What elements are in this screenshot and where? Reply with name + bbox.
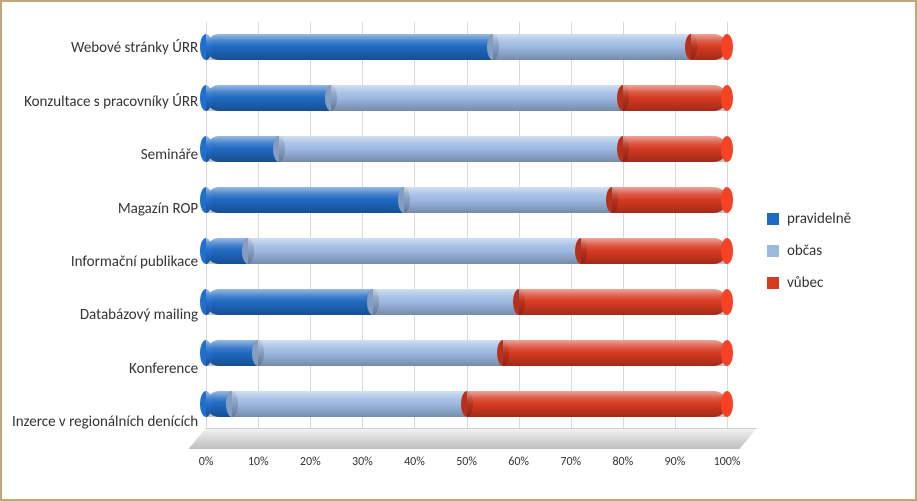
bar-segment-pravidelně [206, 136, 279, 162]
bars-container [206, 22, 727, 429]
category-label: Databázový mailing [80, 307, 198, 324]
bar-segment-občas [493, 34, 691, 60]
category-label: Informační publikace [71, 254, 198, 271]
y-axis-labels: Webové stránky ÚRR Konzultace s pracovník… [12, 22, 206, 489]
legend-label: pravidelně [787, 210, 851, 228]
bar-segment-vůbec [623, 136, 727, 162]
x-tick-label: 50% [456, 455, 477, 469]
bar-segment-občas [331, 85, 623, 111]
category-label: Magazín ROP [118, 201, 198, 218]
x-tick-label: 90% [665, 455, 686, 469]
bar-row [206, 289, 727, 315]
x-tick-label: 80% [612, 455, 633, 469]
x-tick-label: 20% [300, 455, 321, 469]
bar-segment-občas [279, 136, 623, 162]
legend-swatch [767, 277, 779, 289]
bar-segment-pravidelně [206, 187, 404, 213]
x-tick-label: 30% [352, 455, 373, 469]
legend-swatch [767, 213, 779, 225]
bar-segment-občas [404, 187, 612, 213]
bar-row [206, 238, 727, 264]
bar-segment-pravidelně [206, 289, 373, 315]
legend-item: občas [767, 242, 897, 260]
legend-item: pravidelně [767, 210, 897, 228]
category-label: Inzerce v regionálních denících [12, 414, 198, 431]
chart-zone: Webové stránky ÚRR Konzultace s pracovník… [2, 2, 767, 499]
legend-item: vůbec [767, 274, 897, 292]
bar-segment-občas [232, 391, 466, 417]
category-label: Konzultace s pracovníky ÚRR [24, 94, 198, 111]
bar-row [206, 136, 727, 162]
bar-segment-vůbec [691, 34, 727, 60]
bar-segment-občas [258, 340, 503, 366]
bar-row [206, 85, 727, 111]
x-tick-label: 40% [404, 455, 425, 469]
x-tick-label: 70% [560, 455, 581, 469]
bar-segment-pravidelně [206, 34, 492, 60]
x-tick-label: 60% [508, 455, 529, 469]
bar-segment-pravidelně [206, 340, 258, 366]
category-label: Konference [129, 361, 198, 378]
x-axis: 0%10%20%30%40%50%60%70%80%90%100% [206, 449, 757, 489]
bar-segment-vůbec [581, 238, 727, 264]
x-tick-label: 10% [248, 455, 269, 469]
bar-row [206, 187, 727, 213]
legend-label: vůbec [787, 274, 823, 292]
bar-row [206, 340, 727, 366]
bar-segment-vůbec [503, 340, 727, 366]
category-label: Webové stránky ÚRR [71, 40, 198, 57]
grid-line [727, 22, 728, 429]
legend-label: občas [787, 242, 822, 260]
bar-segment-pravidelně [206, 85, 331, 111]
plot-area [206, 22, 757, 449]
bar-segment-občas [248, 238, 581, 264]
x-axis-ticks: 0%10%20%30%40%50%60%70%80%90%100% [206, 449, 727, 489]
bar-segment-vůbec [519, 289, 727, 315]
bar-row [206, 34, 727, 60]
x-tick-label: 0% [199, 455, 214, 469]
bar-segment-vůbec [612, 187, 727, 213]
bar-segment-občas [373, 289, 519, 315]
plot: 0%10%20%30%40%50%60%70%80%90%100% [206, 22, 757, 489]
bar-segment-vůbec [467, 391, 727, 417]
x-tick-label: 100% [714, 455, 741, 469]
legend-swatch [767, 245, 779, 257]
plot-floor [189, 428, 757, 449]
chart-frame: Webové stránky ÚRR Konzultace s pracovník… [0, 0, 917, 501]
bar-row [206, 391, 727, 417]
bar-segment-vůbec [623, 85, 727, 111]
legend: pravidelně občas vůbec [767, 2, 915, 499]
category-label: Semináře [141, 147, 198, 164]
